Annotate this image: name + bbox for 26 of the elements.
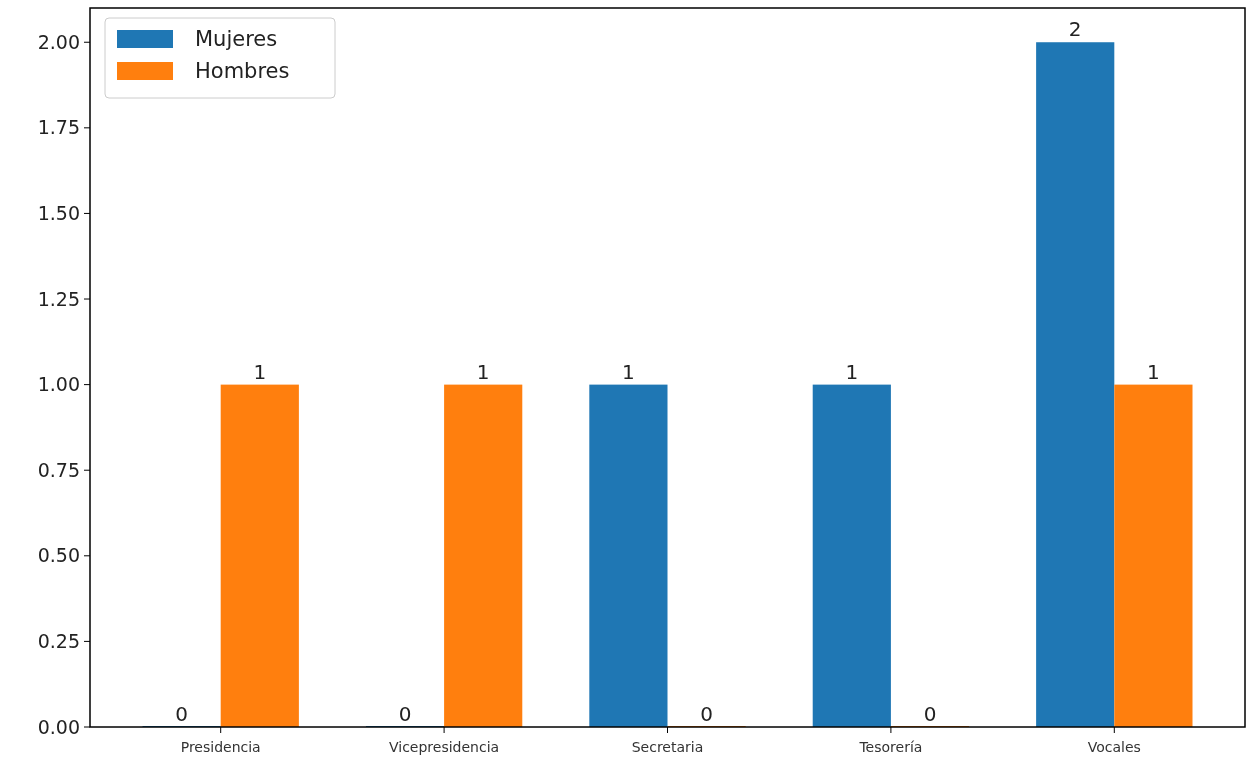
legend-label: Mujeres (195, 27, 278, 52)
y-tick-label: 1.50 (37, 202, 80, 225)
y-tick-label: 1.75 (37, 116, 80, 139)
data-label: 0 (700, 702, 713, 726)
x-tick-label: Presidencia (180, 739, 261, 755)
x-tick-label: Secretaria (631, 739, 704, 755)
y-tick-label: 0.00 (37, 715, 80, 738)
data-label: 1 (253, 359, 267, 384)
data-label: 1 (845, 359, 859, 384)
data-label: 0 (175, 702, 188, 726)
y-tick-label: 1.00 (37, 373, 80, 396)
y-tick-label: 0.75 (37, 458, 80, 481)
data-label: 1 (1147, 359, 1160, 384)
data-label: 0 (923, 702, 937, 726)
y-tick-label: 1.25 (37, 287, 80, 310)
legend-label: Hombres (195, 59, 290, 84)
data-label: 1 (622, 359, 635, 384)
y-tick-label: 0.25 (37, 630, 80, 653)
x-tick-label: Vocales (1087, 739, 1141, 755)
x-tick-label: Vicepresidencia (389, 739, 500, 755)
data-label: 0 (398, 702, 412, 726)
y-tick-label: 2.00 (37, 30, 80, 53)
data-label: 2 (1068, 17, 1082, 42)
x-tick-label: Tesorería (858, 739, 923, 755)
data-label: 1 (476, 359, 490, 384)
y-tick-label: 0.50 (37, 544, 80, 567)
